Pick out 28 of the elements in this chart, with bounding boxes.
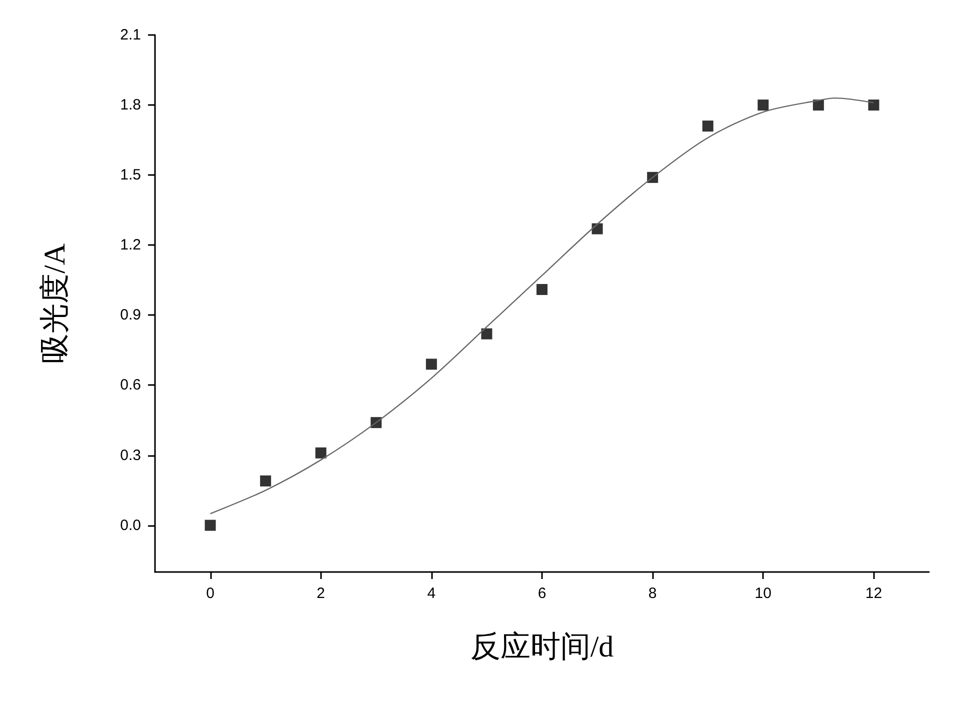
x-tick-label: 2 (316, 585, 326, 602)
point (868, 100, 880, 111)
y-tick-label: 0.0 (120, 516, 141, 534)
point (592, 223, 603, 234)
x-tick-label: 10 (754, 585, 772, 602)
point (481, 328, 492, 340)
y-tick-label: 0.6 (120, 376, 141, 394)
y-tick-label: 0.3 (120, 446, 141, 464)
x-tick-label: 0 (206, 585, 214, 602)
y-tick-label: 1.2 (120, 236, 141, 254)
y-tick-label: 2.1 (120, 26, 141, 44)
x-axis-title: 反应时间/d (470, 630, 614, 664)
point (260, 475, 272, 486)
y-tick-label: 1.5 (120, 166, 141, 184)
x-tick-label: 6 (538, 585, 546, 602)
y-axis-title: 吸光度/A (38, 243, 72, 364)
point (702, 120, 714, 132)
x-tick-label: 4 (427, 585, 436, 602)
point (426, 358, 437, 370)
point (204, 520, 216, 531)
x-tick-label: 12 (865, 585, 882, 602)
point (812, 100, 824, 111)
point (758, 100, 769, 111)
point (315, 447, 326, 458)
y-tick-label: 0.9 (120, 306, 141, 324)
y-tick-label: 1.8 (120, 96, 141, 114)
point (536, 284, 548, 295)
x-tick-label: 8 (648, 585, 657, 602)
